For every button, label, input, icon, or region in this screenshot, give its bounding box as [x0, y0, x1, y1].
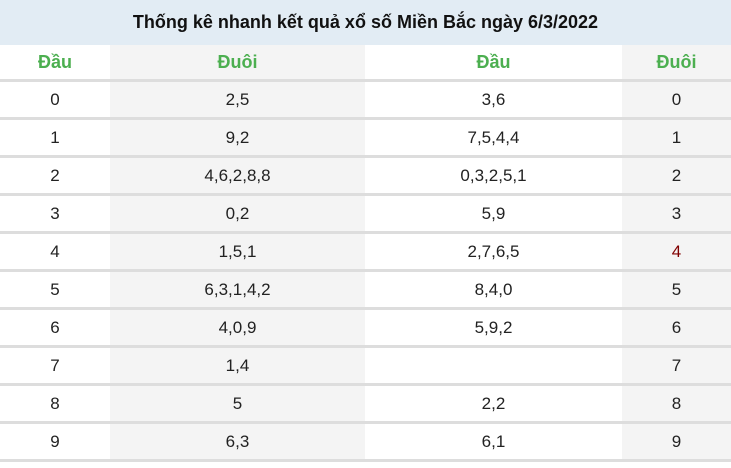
dau-cell-2: 5,9,2 [365, 308, 622, 348]
table-row: 4 1,5,1 2,7,6,5 4 [0, 232, 731, 272]
table-row: 6 4,0,9 5,9,2 6 [0, 308, 731, 348]
header-dau: Đầu [0, 45, 110, 82]
header-duoi-2: Đuôi [622, 45, 731, 82]
duoi-cell-2: 4 [622, 232, 731, 272]
duoi-cell: 2,5 [110, 80, 365, 120]
duoi-cell: 5 [110, 384, 365, 424]
dau-cell-2: 0,3,2,5,1 [365, 156, 622, 196]
dau-cell-2: 3,6 [365, 80, 622, 120]
duoi-cell: 6,3 [110, 422, 365, 462]
dau-cell-2: 2,7,6,5 [365, 232, 622, 272]
duoi-cell: 4,6,2,8,8 [110, 156, 365, 196]
dau-cell-2: 2,2 [365, 384, 622, 424]
duoi-cell-2: 2 [622, 156, 731, 196]
duoi-cell: 1,5,1 [110, 232, 365, 272]
table-row: 2 4,6,2,8,8 0,3,2,5,1 2 [0, 156, 731, 196]
dau-cell: 4 [0, 232, 110, 272]
duoi-cell-2: 3 [622, 194, 731, 234]
table-row: 5 6,3,1,4,2 8,4,0 5 [0, 270, 731, 310]
duoi-cell-2: 8 [622, 384, 731, 424]
dau-cell: 0 [0, 80, 110, 120]
header-row: Đầu Đuôi Đầu Đuôi [0, 45, 731, 82]
table-row: 7 1,4 7 [0, 346, 731, 386]
dau-cell: 3 [0, 194, 110, 234]
duoi-cell: 6,3,1,4,2 [110, 270, 365, 310]
duoi-cell-2: 1 [622, 118, 731, 158]
dau-cell: 8 [0, 384, 110, 424]
duoi-cell-2: 7 [622, 346, 731, 386]
dau-cell: 6 [0, 308, 110, 348]
table-row: 8 5 2,2 8 [0, 384, 731, 424]
duoi-cell: 1,4 [110, 346, 365, 386]
duoi-cell-2: 0 [622, 80, 731, 120]
dau-cell-2: 5,9 [365, 194, 622, 234]
dau-cell: 7 [0, 346, 110, 386]
table-row: 9 6,3 6,1 9 [0, 422, 731, 462]
dau-cell: 9 [0, 422, 110, 462]
dau-cell: 5 [0, 270, 110, 310]
table-row: 3 0,2 5,9 3 [0, 194, 731, 234]
table-row: 1 9,2 7,5,4,4 1 [0, 118, 731, 158]
dau-cell-2: 6,1 [365, 422, 622, 462]
table-title: Thống kê nhanh kết quả xổ số Miền Bắc ng… [0, 0, 731, 45]
header-dau-2: Đầu [365, 45, 622, 82]
stats-table: Đầu Đuôi Đầu Đuôi 0 2,5 3,6 0 1 9,2 7,5,4,4 1 2 4… [0, 45, 731, 462]
header-duoi: Đuôi [110, 45, 365, 82]
dau-cell-2: 8,4,0 [365, 270, 622, 310]
dau-cell-2: 7,5,4,4 [365, 118, 622, 158]
duoi-cell: 9,2 [110, 118, 365, 158]
duoi-cell: 4,0,9 [110, 308, 365, 348]
duoi-cell-2: 9 [622, 422, 731, 462]
dau-cell: 1 [0, 118, 110, 158]
duoi-cell-2: 6 [622, 308, 731, 348]
duoi-cell: 0,2 [110, 194, 365, 234]
duoi-cell-2: 5 [622, 270, 731, 310]
dau-cell-2 [365, 346, 622, 386]
dau-cell: 2 [0, 156, 110, 196]
table-row: 0 2,5 3,6 0 [0, 80, 731, 120]
